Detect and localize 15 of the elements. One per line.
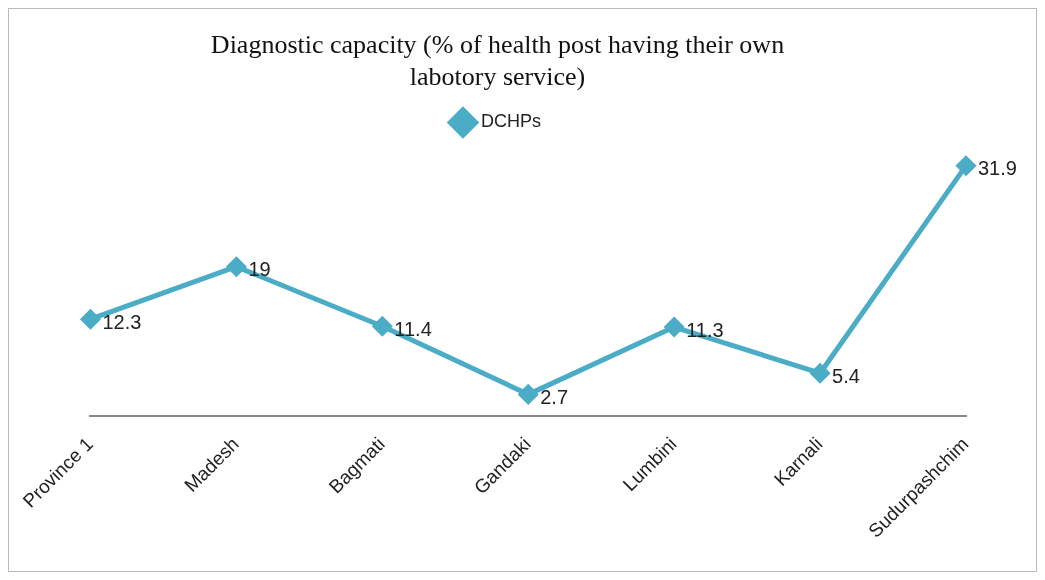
point [226,257,246,277]
point [956,156,976,176]
point [80,309,100,329]
data-label: 11.3 [686,318,724,341]
data-label: 5.4 [832,364,860,387]
chart-title: Diagnostic capacity (% of health post having their own labotory service) [210,30,785,91]
data-label: 2.7 [540,385,569,408]
point [810,363,830,383]
point [664,317,684,337]
data-label: 31.9 [978,157,1017,180]
legend-label: DCHPs [481,111,542,132]
point [518,384,538,404]
point [372,316,392,336]
data-label: 12.3 [102,310,142,333]
data-label: 11.4 [394,317,432,340]
